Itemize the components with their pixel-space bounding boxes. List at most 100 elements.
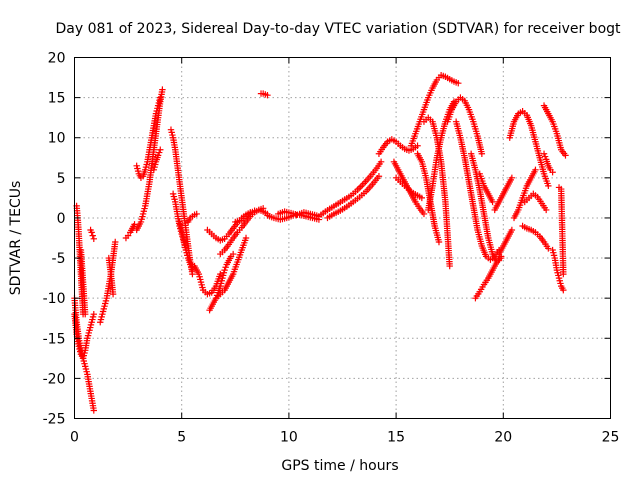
y-tick-label: 5 <box>57 171 66 187</box>
series-arc-04 <box>77 246 89 318</box>
series-arc-20 <box>217 205 267 258</box>
series-arc-24 <box>274 208 320 219</box>
data-point <box>90 407 97 414</box>
data-point <box>213 292 221 299</box>
data-point <box>508 226 516 234</box>
data-points-layer <box>71 71 569 414</box>
data-point <box>124 232 132 239</box>
series-arc-34 <box>444 94 486 157</box>
data-point <box>541 153 549 160</box>
series-arc-39 <box>491 174 516 214</box>
x-tick-label: 10 <box>280 430 298 446</box>
series-arc-02 <box>71 311 97 362</box>
data-point <box>155 149 163 156</box>
y-tick-label: 10 <box>48 131 66 147</box>
data-point <box>357 183 364 190</box>
series-arc-43 <box>519 222 552 252</box>
data-point <box>154 152 162 159</box>
series-arc-42 <box>510 166 539 222</box>
series-arc-41 <box>506 108 552 190</box>
series-arc-27 <box>375 136 421 157</box>
series-arc-25 <box>315 158 385 220</box>
data-point <box>217 270 224 278</box>
series-arc-10 <box>133 94 164 182</box>
x-tick-label: 15 <box>387 430 405 446</box>
data-point <box>222 264 229 271</box>
y-axis-label: SDTVAR / TECUs <box>8 181 24 296</box>
data-point <box>540 150 548 157</box>
series-arc-14 <box>176 218 196 274</box>
data-point <box>187 261 194 268</box>
data-point <box>188 264 195 271</box>
data-point <box>562 152 569 159</box>
series-arc-35 <box>452 118 503 263</box>
series-arc-45 <box>540 102 569 159</box>
data-point <box>508 174 516 182</box>
series-arc-15 <box>184 210 200 226</box>
series-arc-30 <box>407 71 462 149</box>
series-arc-28 <box>390 158 428 218</box>
data-point <box>375 173 383 180</box>
data-point <box>89 232 96 239</box>
data-point <box>157 94 164 101</box>
data-point <box>264 92 271 99</box>
data-point <box>229 250 237 258</box>
series-arc-32 <box>420 114 453 270</box>
data-point <box>435 238 443 246</box>
data-point <box>560 270 567 278</box>
data-point <box>560 286 567 294</box>
data-point <box>377 158 385 165</box>
series-arc-12 <box>167 126 196 278</box>
data-point <box>90 311 97 318</box>
data-point <box>112 238 119 246</box>
y-tick-label: -5 <box>52 251 66 267</box>
series-arc-06 <box>97 238 119 326</box>
series-arc-05 <box>87 226 97 243</box>
plot-frame <box>74 57 611 419</box>
y-tick-label: 0 <box>57 211 66 227</box>
series-arc-08 <box>122 221 138 242</box>
data-point <box>549 169 556 176</box>
data-point <box>157 146 164 153</box>
series-arc-33 <box>425 98 458 214</box>
data-point <box>478 150 486 157</box>
y-tick-label: -25 <box>43 412 66 428</box>
data-point <box>88 229 95 236</box>
series-arc-36 <box>467 150 505 266</box>
x-tick-label: 0 <box>70 430 79 446</box>
data-point <box>455 79 462 87</box>
data-point <box>542 206 550 214</box>
data-point <box>420 210 428 218</box>
series-arc-29 <box>392 174 426 202</box>
series-arc-46 <box>540 150 556 176</box>
series-arc-44 <box>521 190 550 214</box>
grid-layer <box>74 57 611 419</box>
series-arc-48 <box>555 184 567 278</box>
y-tick-label: 20 <box>48 51 66 67</box>
x-tick-label: 5 <box>177 430 186 446</box>
y-tick-label: -15 <box>43 331 66 347</box>
series-arc-47 <box>549 246 567 294</box>
data-point <box>159 86 166 93</box>
data-point <box>446 262 453 270</box>
series-arc-26 <box>324 173 383 222</box>
y-tick-label: -20 <box>43 371 66 387</box>
data-point <box>532 166 539 174</box>
data-point <box>90 235 97 243</box>
series-arc-17 <box>206 250 237 314</box>
data-point <box>489 198 496 206</box>
data-point <box>545 245 552 252</box>
series-arc-11 <box>150 146 164 174</box>
data-point <box>251 207 258 214</box>
series-arc-07 <box>105 254 117 298</box>
data-point <box>221 266 228 274</box>
y-tick-label: 15 <box>48 91 66 107</box>
data-point <box>359 181 366 189</box>
data-point <box>242 234 250 242</box>
series-arc-18 <box>212 234 250 302</box>
data-point <box>414 142 421 149</box>
data-point <box>193 210 200 218</box>
data-point <box>355 185 363 192</box>
series-arc-22 <box>257 90 271 99</box>
